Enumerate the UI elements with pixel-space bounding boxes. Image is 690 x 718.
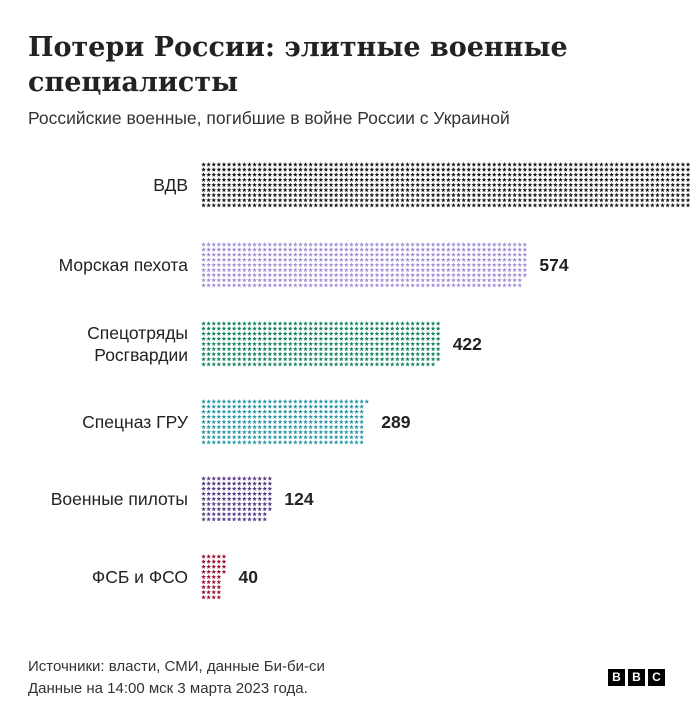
category-label-1: Морская пехота xyxy=(59,255,189,275)
category-label-2-line-1: Росгвардии xyxy=(94,345,188,365)
bbc-logo-letter-b2: B xyxy=(628,669,645,686)
value-label-5: 40 xyxy=(239,567,259,587)
category-label-5: ФСБ и ФСО xyxy=(92,567,188,587)
bar-2 xyxy=(201,321,441,367)
value-label-1: 574 xyxy=(539,255,568,275)
bbc-logo: B B C xyxy=(608,669,665,686)
date-note: Данные на 14:00 мск 3 марта 2023 года. xyxy=(28,680,308,697)
category-label-0: ВДВ xyxy=(153,175,188,195)
sources-note: Источники: власти, СМИ, данные Би-би-си xyxy=(28,658,325,675)
category-label-4: Военные пилоты xyxy=(51,489,188,509)
value-label-2: 422 xyxy=(453,334,482,354)
bar-stars-1 xyxy=(201,242,528,288)
bar-0 xyxy=(201,162,690,208)
bar-3 xyxy=(201,399,370,445)
bbc-logo-letter-c: C xyxy=(648,669,665,686)
bar-stars-5 xyxy=(201,554,227,600)
bar-1 xyxy=(201,242,528,288)
chart-subtitle: Российские военные, погибшие в войне Рос… xyxy=(28,108,510,128)
value-label-4: 124 xyxy=(284,489,313,509)
category-label-3: Спецназ ГРУ xyxy=(82,412,189,432)
pictogram-bar-chart: 1574ВДВ574Морская пехота422СпецотрядыРос… xyxy=(51,162,690,600)
bar-5 xyxy=(201,554,227,600)
value-label-3: 289 xyxy=(381,412,410,432)
bar-stars-0 xyxy=(201,162,690,208)
bar-stars-2 xyxy=(201,321,441,367)
bar-stars-4 xyxy=(201,476,273,522)
chart-footer: Источники: власти, СМИ, данные Би-би-си … xyxy=(28,656,325,700)
category-label-2-line-0: Спецотряды xyxy=(87,323,188,343)
bar-4 xyxy=(201,476,273,522)
bar-stars-3 xyxy=(201,399,370,445)
chart-title: Потери России: элитные военные специалис… xyxy=(28,32,568,98)
bbc-logo-letter-b1: B xyxy=(608,669,625,686)
